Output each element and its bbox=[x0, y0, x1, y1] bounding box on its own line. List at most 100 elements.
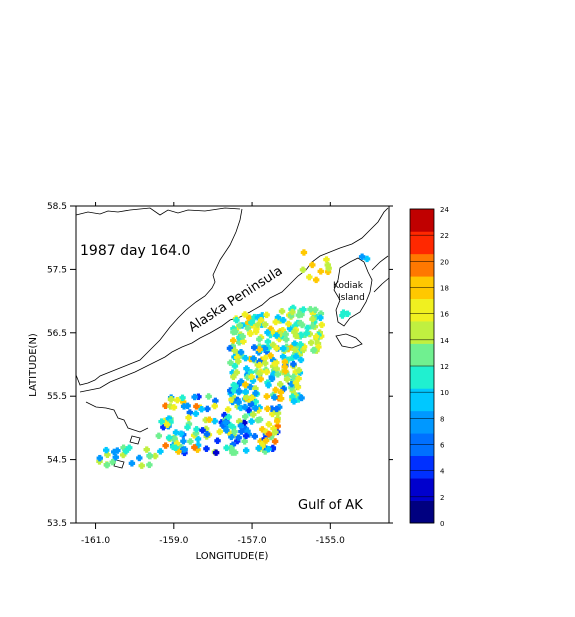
data-cell bbox=[244, 393, 248, 401]
data-cell bbox=[243, 311, 247, 318]
data-cell bbox=[310, 316, 315, 323]
data-cell bbox=[284, 331, 288, 338]
data-cell bbox=[232, 386, 236, 394]
data-cell bbox=[195, 446, 200, 453]
data-cell bbox=[167, 415, 171, 422]
colorbar-label: 10 bbox=[440, 389, 449, 397]
data-cell bbox=[259, 438, 263, 445]
data-cell bbox=[224, 419, 228, 426]
data-cell bbox=[163, 417, 167, 425]
data-cell bbox=[243, 354, 248, 362]
data-cell bbox=[243, 403, 247, 411]
data-cell bbox=[233, 347, 237, 354]
kodiak-label-line2: Island bbox=[338, 293, 365, 303]
data-cell bbox=[257, 336, 261, 343]
data-cell bbox=[235, 437, 239, 445]
data-cell bbox=[111, 458, 115, 466]
colorbar-label: 8 bbox=[440, 415, 444, 423]
y-axis: 53.5 54.5 55.5 56.5 57.5 58.5 bbox=[47, 202, 393, 529]
data-cell bbox=[244, 388, 248, 395]
data-cell bbox=[311, 310, 315, 317]
data-cell bbox=[264, 428, 268, 436]
data-cell bbox=[309, 339, 313, 346]
data-cell bbox=[274, 318, 278, 326]
data-cell bbox=[299, 331, 303, 339]
data-cell bbox=[257, 358, 262, 365]
data-cell bbox=[281, 345, 285, 352]
data-cell bbox=[316, 343, 321, 351]
data-cell bbox=[231, 373, 235, 381]
data-cell bbox=[289, 312, 293, 319]
data-cell bbox=[251, 411, 255, 418]
data-cell bbox=[294, 379, 298, 386]
data-cell bbox=[163, 402, 168, 409]
data-cell bbox=[243, 438, 247, 445]
data-cell bbox=[256, 416, 260, 424]
data-cell bbox=[284, 336, 288, 343]
data-cell bbox=[254, 398, 258, 406]
data-cell bbox=[213, 397, 217, 405]
data-cell bbox=[148, 452, 152, 460]
data-cell bbox=[271, 425, 276, 432]
data-cell bbox=[256, 321, 260, 328]
data-cell bbox=[266, 445, 271, 453]
data-cell bbox=[297, 392, 301, 399]
data-cell bbox=[253, 405, 257, 412]
data-cell bbox=[310, 261, 314, 269]
data-cell bbox=[260, 321, 264, 328]
data-cell bbox=[249, 319, 253, 326]
data-cell bbox=[221, 422, 225, 429]
data-cell bbox=[266, 381, 271, 389]
map-title: 1987 day 164.0 bbox=[80, 243, 190, 259]
data-cell bbox=[265, 329, 270, 336]
colorbar-swatch bbox=[410, 478, 434, 501]
data-cell bbox=[313, 306, 317, 314]
data-cell bbox=[306, 324, 310, 332]
data-cell bbox=[276, 371, 280, 378]
data-cell bbox=[183, 446, 187, 453]
data-cell bbox=[292, 328, 296, 336]
data-cell bbox=[263, 321, 267, 328]
data-cell bbox=[281, 353, 285, 360]
data-cell bbox=[283, 363, 287, 371]
data-cell bbox=[227, 429, 231, 436]
data-cell bbox=[98, 454, 102, 462]
colorbar-label: 6 bbox=[440, 442, 445, 450]
data-cell bbox=[254, 325, 259, 332]
data-cell bbox=[345, 310, 350, 318]
data-cell bbox=[236, 324, 240, 331]
data-cell bbox=[176, 448, 180, 455]
data-cell bbox=[291, 360, 296, 368]
data-cell bbox=[231, 369, 235, 376]
data-cell bbox=[172, 404, 176, 411]
data-cell bbox=[320, 321, 324, 329]
data-cell bbox=[271, 329, 275, 336]
data-cells bbox=[96, 249, 371, 469]
data-cell bbox=[269, 433, 273, 441]
data-cell bbox=[310, 322, 315, 330]
data-cell bbox=[274, 332, 279, 339]
y-tick-label: 55.5 bbox=[47, 392, 67, 402]
data-cell bbox=[137, 454, 141, 462]
data-cell bbox=[260, 426, 264, 433]
colorbar-label: 0 bbox=[440, 520, 444, 528]
data-cell bbox=[105, 451, 109, 458]
colorbar-swatch bbox=[410, 298, 434, 322]
data-cell bbox=[314, 276, 318, 284]
y-tick-label: 58.5 bbox=[47, 202, 67, 212]
data-cell bbox=[260, 312, 264, 319]
data-cell bbox=[112, 448, 116, 456]
colorbar-swatch bbox=[410, 388, 434, 412]
data-cell bbox=[205, 405, 209, 413]
data-cell bbox=[259, 316, 263, 324]
data-cell bbox=[196, 435, 200, 443]
data-cell bbox=[252, 344, 256, 351]
y-tick-label: 54.5 bbox=[47, 456, 67, 466]
colorbar-label: 18 bbox=[440, 285, 449, 293]
data-cell bbox=[231, 325, 236, 332]
data-cell bbox=[224, 427, 228, 434]
data-cell bbox=[266, 338, 270, 345]
data-cell bbox=[228, 421, 232, 429]
